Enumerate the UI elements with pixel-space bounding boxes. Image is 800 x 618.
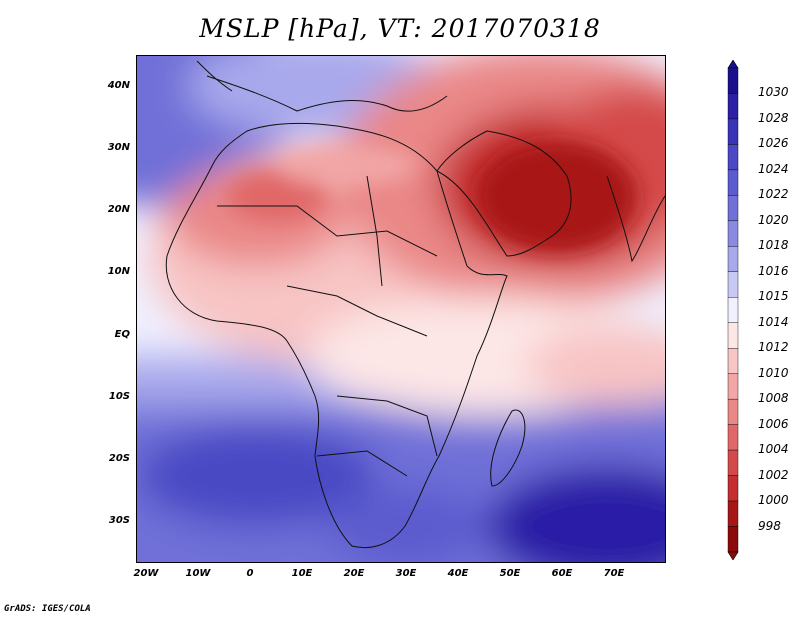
colorbar-level-label: 1002 xyxy=(758,467,789,482)
lat-label-20s: 20S xyxy=(108,453,130,464)
lon-label-60e: 60E xyxy=(551,568,573,579)
iberia-coast xyxy=(196,60,233,92)
borders-2 xyxy=(286,285,428,337)
colorbar-swatch xyxy=(727,93,739,120)
borders-5 xyxy=(316,450,408,477)
colorbar-level-label: 1030 xyxy=(758,85,789,100)
africa-outline xyxy=(165,123,508,549)
colorbar-level-label: 1016 xyxy=(758,263,789,278)
colorbar-swatch xyxy=(727,348,739,374)
lon-label-40e: 40E xyxy=(447,568,469,579)
colorbar-arrow-bottom xyxy=(727,551,739,560)
colorbar-level-label: 1024 xyxy=(758,161,789,176)
lon-label-20e: 20E xyxy=(343,568,365,579)
colorbar-level-label: 1018 xyxy=(758,238,789,253)
borders-1 xyxy=(217,205,438,257)
colorbar-swatch xyxy=(727,398,739,425)
colorbar-level-label: 1015 xyxy=(758,289,789,304)
colorbar-swatch xyxy=(727,118,739,145)
lon-label-20w: 20W xyxy=(133,568,159,579)
colorbar-level-label: 998 xyxy=(758,518,781,533)
colorbar-level-label: 1012 xyxy=(758,340,789,355)
colorbar-swatch xyxy=(727,373,739,400)
colorbar-level-label: 1026 xyxy=(758,136,789,151)
lon-label-30e: 30E xyxy=(395,568,417,579)
colorbar-swatch xyxy=(727,449,739,476)
colorbar-level-label: 1008 xyxy=(758,391,789,406)
lon-label-70e: 70E xyxy=(603,568,625,579)
borders-3 xyxy=(336,395,438,457)
lon-label-10e: 10E xyxy=(291,568,313,579)
colorbar xyxy=(727,60,739,560)
colorbar-swatch xyxy=(727,271,739,298)
lon-label-50e: 50E xyxy=(499,568,521,579)
colorbar-level-label: 1010 xyxy=(758,365,789,380)
pressure-field xyxy=(137,56,665,562)
colorbar-level-label: 1004 xyxy=(758,442,789,457)
map-panel xyxy=(136,55,666,563)
colorbar-level-label: 1006 xyxy=(758,416,789,431)
lat-label-40n: 40N xyxy=(107,80,130,91)
colorbar-swatch xyxy=(727,500,739,527)
colorbar-swatch xyxy=(727,322,739,349)
lat-label-30n: 30N xyxy=(107,142,130,153)
borders-4 xyxy=(366,175,383,287)
colorbar-swatch xyxy=(727,475,739,502)
lat-label-10n: 10N xyxy=(107,266,130,277)
india-outline xyxy=(606,175,665,263)
colorbar-swatch xyxy=(727,67,739,94)
colorbar-level-label: 1000 xyxy=(758,493,789,508)
lat-label-30s: 30S xyxy=(108,515,130,526)
mediterranean-coast xyxy=(206,75,448,112)
lat-label-eq: EQ xyxy=(114,329,130,340)
colorbar-level-label: 1014 xyxy=(758,314,789,329)
chart-title: MSLP [hPa], VT: 2017070318 xyxy=(199,14,601,43)
lat-label-20n: 20N xyxy=(107,204,130,215)
lat-label-10s: 10S xyxy=(108,391,130,402)
colorbar-swatch xyxy=(727,220,739,247)
colorbar-swatch xyxy=(727,169,739,196)
colorbar-swatch xyxy=(727,195,739,222)
madagascar-outline xyxy=(490,409,526,487)
lon-label-10w: 10W xyxy=(185,568,211,579)
colorbar-swatch xyxy=(727,526,739,553)
lon-label-0: 0 xyxy=(246,568,254,579)
footer-credit: GrADS: IGES/COLA xyxy=(4,604,91,614)
colorbar-level-label: 1022 xyxy=(758,187,789,202)
colorbar-swatch xyxy=(727,246,739,272)
colorbar-arrow-top xyxy=(727,60,739,69)
colorbar-swatch xyxy=(727,297,739,323)
colorbar-swatch xyxy=(727,144,739,171)
colorbar-level-label: 1028 xyxy=(758,110,789,125)
colorbar-level-label: 1020 xyxy=(758,212,789,227)
coastlines xyxy=(165,60,665,549)
colorbar-swatch xyxy=(727,424,739,451)
arabia-outline xyxy=(436,130,572,257)
